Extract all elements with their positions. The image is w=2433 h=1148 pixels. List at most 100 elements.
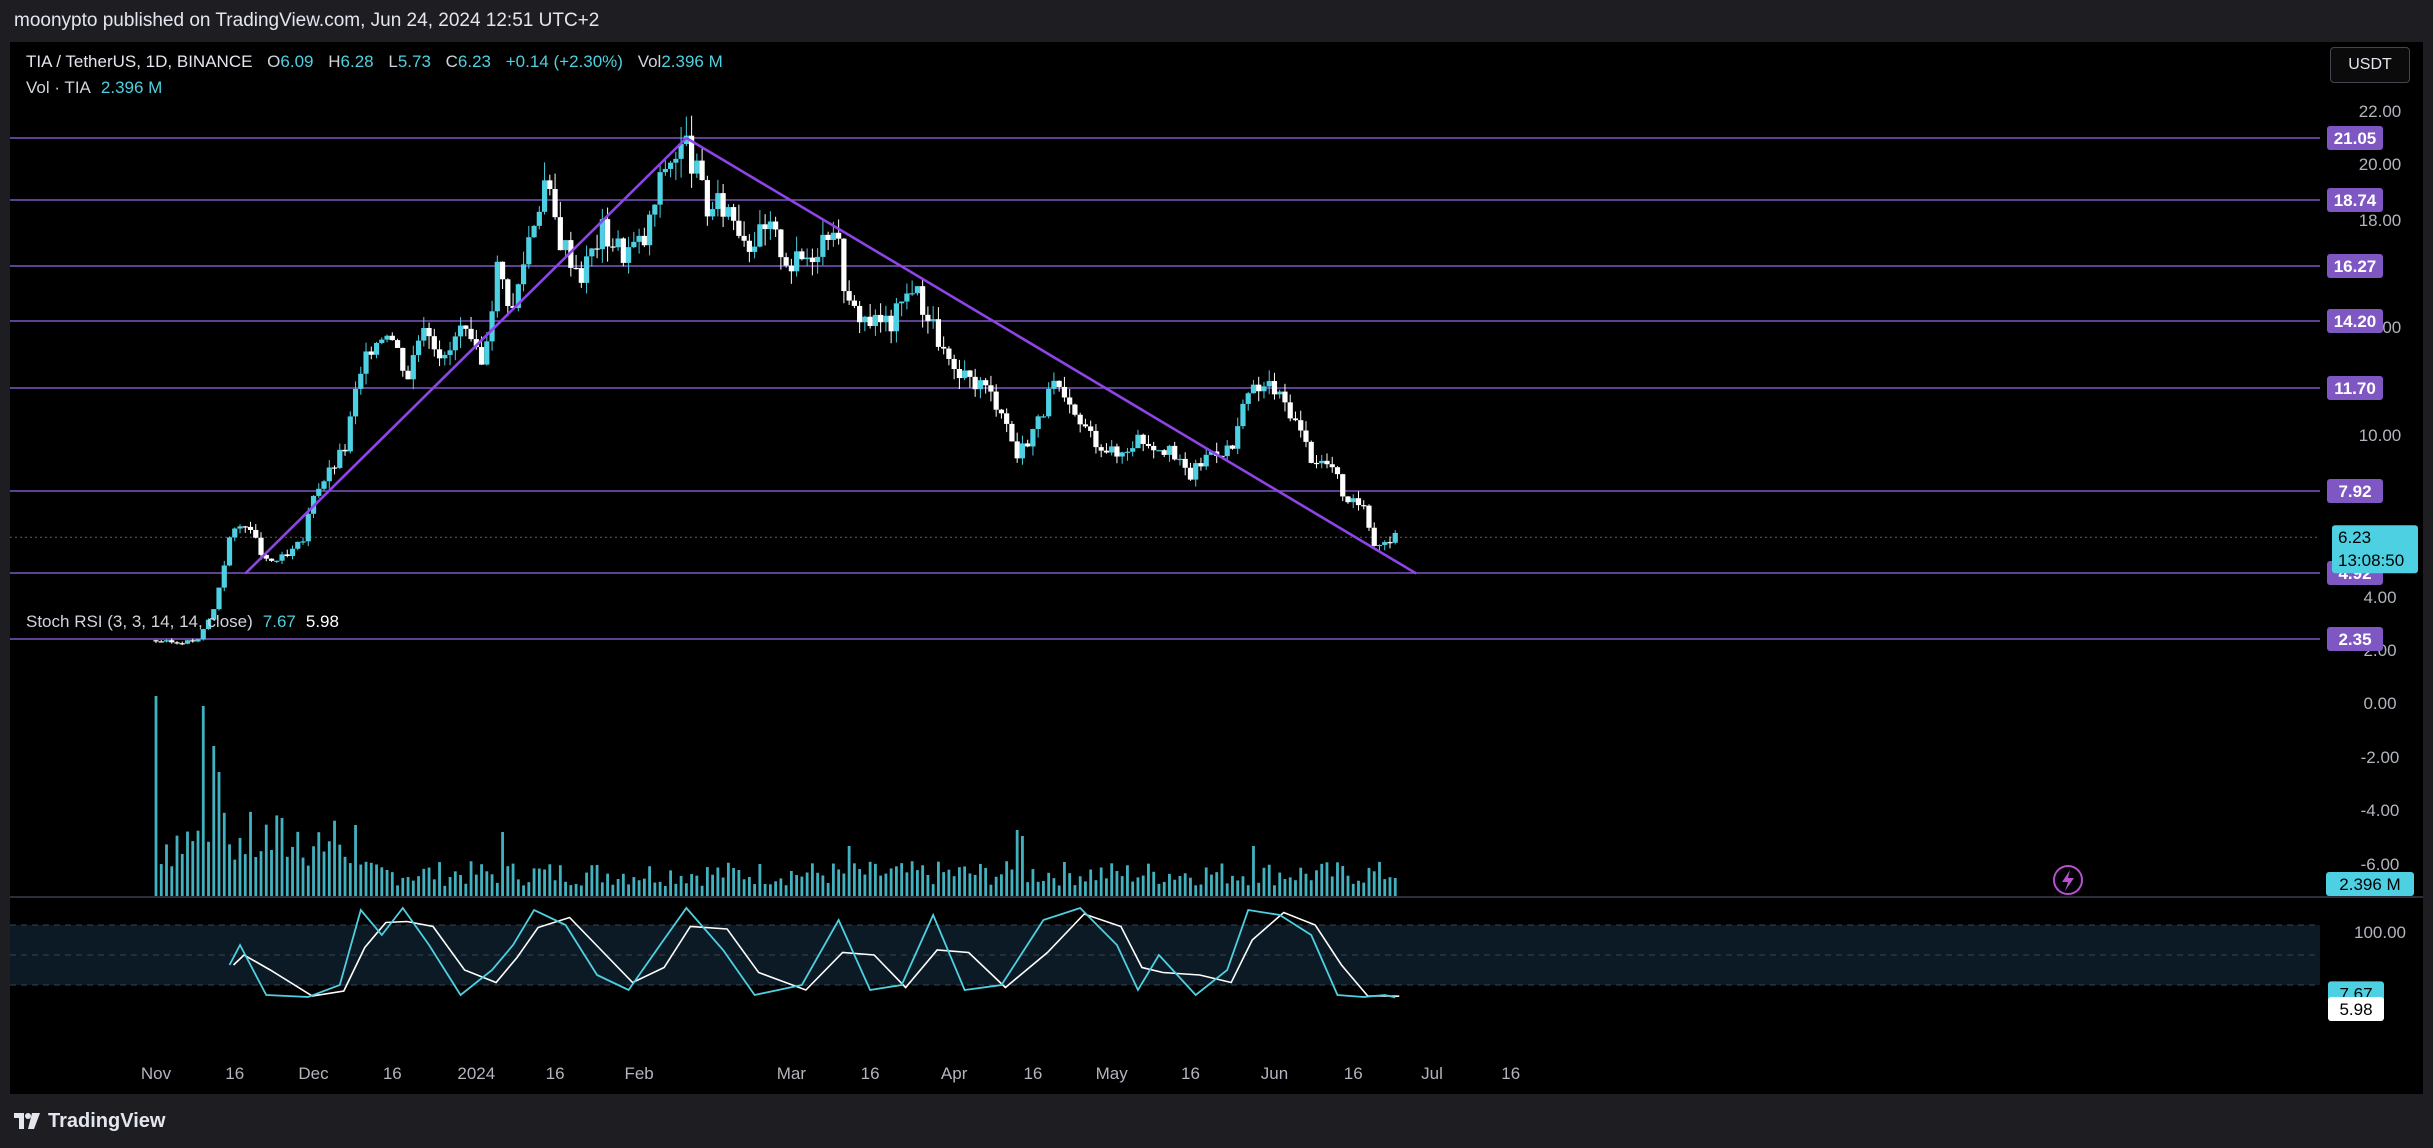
volume-bar	[1057, 885, 1061, 896]
volume-bar	[459, 874, 462, 896]
volume-bar	[327, 841, 331, 896]
volume-bar	[1257, 882, 1261, 896]
currency-button[interactable]: USDT	[2330, 47, 2410, 83]
volume-bar	[464, 883, 468, 896]
volume-bar	[1157, 883, 1161, 896]
tradingview-logo[interactable]: TradingView	[14, 1110, 165, 1133]
volume-bar	[863, 874, 867, 896]
candle-body	[1366, 505, 1372, 528]
volume-bar	[968, 873, 972, 896]
candle-body	[494, 261, 500, 312]
candle-body	[1166, 445, 1173, 455]
volume-bar	[1199, 884, 1203, 896]
volume-bar	[317, 832, 321, 896]
volume-bar	[952, 876, 956, 896]
candle-body	[1382, 542, 1388, 545]
price-tick-label: 18.00	[2359, 211, 2402, 230]
volume-bar	[1262, 867, 1266, 896]
volume-bar	[411, 880, 415, 896]
x-tick-label: 16	[861, 1064, 880, 1083]
candle-body	[1014, 441, 1020, 459]
x-tick-label: 16	[546, 1064, 565, 1083]
high-value: 6.28	[340, 52, 374, 71]
stoch-k-line	[228, 906, 1396, 999]
candle-body	[1193, 463, 1199, 480]
open-key: O	[267, 52, 281, 71]
volume-bar	[422, 868, 426, 896]
candle-body	[426, 327, 432, 337]
candle-body	[678, 144, 684, 159]
volume-bar	[973, 874, 977, 896]
candle-body	[804, 257, 810, 260]
candle-body	[673, 158, 679, 163]
volume-bar	[448, 877, 452, 896]
volume-bar	[333, 820, 336, 896]
candle-body	[1151, 445, 1157, 451]
candle-body	[1298, 420, 1304, 431]
candle-body	[589, 248, 595, 257]
x-tick-label: Jun	[1261, 1064, 1288, 1083]
tradingview-brand: TradingView	[48, 1109, 166, 1132]
candle-body	[815, 256, 821, 263]
symbol-label[interactable]: TIA / TetherUS, 1D, BINANCE	[26, 52, 253, 71]
candle-body	[410, 355, 416, 380]
volume-bar	[774, 881, 778, 896]
volume-bar	[994, 876, 998, 896]
countdown-label: 13:08:50	[2338, 551, 2404, 570]
volume-bar	[1325, 862, 1329, 896]
candle-body	[1387, 542, 1393, 544]
volume-bar	[711, 874, 715, 896]
price-tick-label: 4.00	[2363, 588, 2396, 607]
volume-bar	[385, 869, 389, 896]
candle-body	[541, 180, 548, 212]
volume-bar	[275, 815, 279, 896]
x-tick-label: 16	[383, 1064, 402, 1083]
volume-bar	[543, 869, 546, 896]
volume-bar	[354, 825, 357, 896]
candle-body	[778, 229, 784, 258]
volume-bar	[1073, 885, 1077, 896]
candle-body	[1355, 498, 1362, 506]
candle-body	[977, 380, 984, 390]
candle-body	[841, 238, 847, 292]
candle-body	[562, 240, 569, 251]
candle-body	[1361, 505, 1367, 507]
volume-bar	[249, 811, 252, 896]
stoch-legend: Stoch RSI (3, 3, 14, 14, close) 7.67 5.98	[26, 612, 339, 632]
volume-bar	[705, 867, 709, 896]
candle-body	[1093, 430, 1099, 448]
close-key: C	[445, 52, 458, 71]
volume-bar	[758, 863, 762, 896]
level-badge-label: 2.35	[2338, 630, 2371, 649]
candle-body	[594, 248, 600, 250]
volume-bar	[926, 874, 930, 896]
stoch-k-value: 7.67	[262, 612, 296, 631]
candle-body	[1051, 380, 1057, 389]
candle-body	[216, 587, 222, 610]
volume-bar	[254, 857, 258, 896]
candle-body	[1130, 448, 1136, 452]
volume-tick-label: -4.00	[2361, 801, 2400, 820]
volume-bar	[1152, 871, 1156, 896]
candle-body	[368, 351, 374, 355]
volume-bar	[737, 870, 741, 896]
candle-body	[983, 380, 989, 386]
candle-body	[263, 554, 269, 559]
candle-body	[1098, 447, 1104, 451]
volume-bar	[826, 882, 830, 896]
volume-bar	[1015, 830, 1019, 896]
volume-bar	[1357, 880, 1360, 896]
chart-frame[interactable]: 22.0020.0018.0014.0010.004.002.000.00-2.…	[10, 42, 2423, 1094]
volume-bar	[1210, 874, 1213, 896]
volume-bar	[931, 884, 935, 896]
candle-body	[452, 336, 458, 351]
stoch-legend-label: Stoch RSI (3, 3, 14, 14, close)	[26, 612, 253, 631]
candle-body	[1376, 544, 1383, 547]
chart-canvas[interactable]: 22.0020.0018.0014.0010.004.002.000.00-2.…	[10, 42, 2423, 1094]
volume-bar	[632, 877, 636, 896]
volume-bar	[191, 841, 195, 896]
candle-body	[431, 336, 437, 350]
volume-bar	[1278, 872, 1282, 896]
volume-bar	[201, 706, 205, 896]
candle-body	[893, 303, 899, 332]
